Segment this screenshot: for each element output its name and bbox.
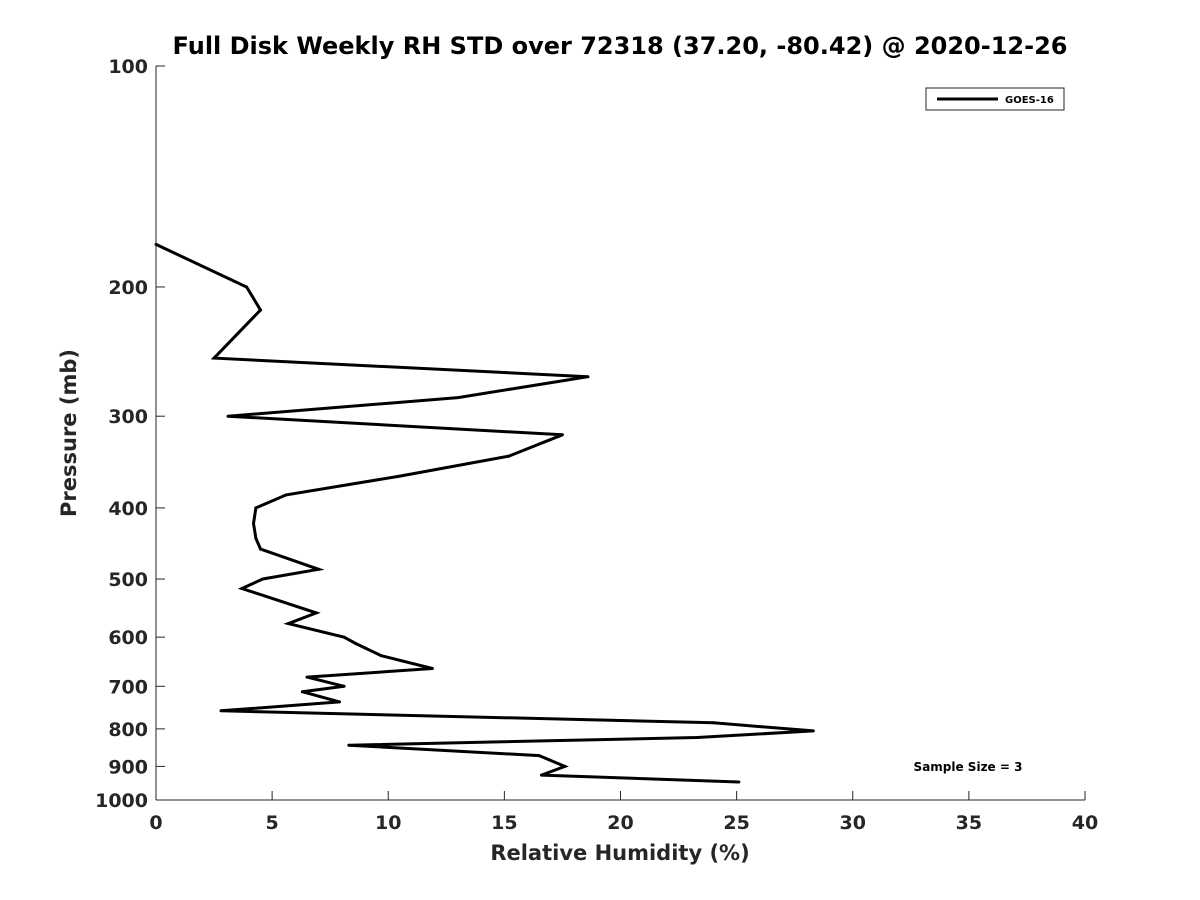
x-tick-label: 40 (1072, 812, 1098, 834)
data-point (259, 308, 262, 312)
data-point (586, 375, 590, 379)
data-point (314, 611, 318, 615)
chart-title: Full Disk Weekly RH STD over 72318 (37.2… (173, 32, 1068, 60)
x-tick-label: 15 (491, 812, 517, 834)
y-axis-label: Pressure (mb) (57, 349, 81, 517)
data-point (245, 285, 249, 289)
data-point (398, 474, 402, 478)
data-point (259, 547, 262, 551)
data-point (379, 654, 383, 658)
data-point (695, 736, 699, 739)
y-tick-label: 300 (108, 406, 148, 428)
data-point (212, 356, 216, 360)
data-point (537, 754, 541, 758)
data-point (261, 577, 265, 581)
sample-size-annotation: Sample Size = 3 (914, 760, 1023, 774)
x-axis-ticks: 0 5 10 15 20 25 30 35 40 (149, 791, 1098, 834)
legend-entry-goes-16: GOES-16 (1005, 95, 1054, 106)
plot-area (156, 66, 1085, 800)
data-point (737, 780, 741, 784)
x-tick-label: 5 (266, 812, 279, 834)
data-point (300, 690, 304, 694)
data-point (254, 536, 258, 540)
y-tick-label: 500 (108, 569, 148, 591)
y-tick-label: 900 (108, 756, 148, 778)
data-point (284, 493, 288, 497)
y-tick-label: 600 (108, 627, 148, 649)
data-point (563, 764, 567, 768)
data-point (540, 773, 543, 777)
data-point (219, 709, 223, 713)
data-point (338, 700, 341, 704)
data-point (347, 743, 351, 747)
y-tick-label: 700 (108, 676, 148, 698)
data-point (305, 675, 309, 679)
x-tick-label: 25 (723, 812, 749, 834)
y-tick-label: 400 (108, 498, 148, 520)
y-tick-label: 200 (108, 277, 148, 299)
x-tick-label: 20 (607, 812, 633, 834)
data-point (286, 622, 290, 626)
y-tick-label: 800 (108, 719, 148, 741)
data-point (342, 684, 346, 688)
x-axis-label: Relative Humidity (%) (490, 841, 749, 865)
data-point (711, 721, 715, 725)
x-tick-label: 35 (956, 812, 982, 834)
data-point (456, 396, 460, 400)
data-point (240, 587, 244, 590)
y-tick-label: 1000 (95, 790, 148, 812)
data-point (254, 506, 258, 510)
x-tick-label: 10 (375, 812, 401, 834)
data-point (226, 414, 230, 418)
data-point (811, 729, 815, 733)
y-tick-label: 100 (108, 56, 148, 78)
legend: GOES-16 (925, 87, 1065, 111)
data-point (430, 667, 434, 670)
x-tick-label: 0 (149, 812, 162, 834)
plot-layer (154, 242, 815, 784)
data-point (317, 567, 321, 571)
data-point (507, 454, 511, 458)
data-point (342, 635, 346, 639)
data-point (252, 522, 255, 525)
data-point (354, 642, 358, 645)
y-axis-ticks: 100 200 300 400 500 600 700 800 900 1000 (95, 56, 165, 812)
x-tick-label: 30 (840, 812, 866, 834)
data-point (560, 433, 564, 437)
